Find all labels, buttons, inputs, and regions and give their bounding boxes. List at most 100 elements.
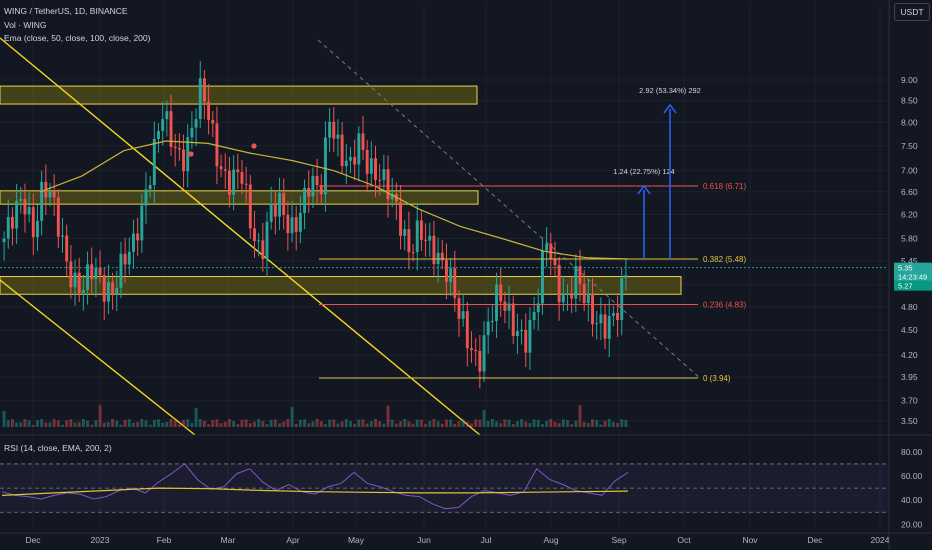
volume-bar <box>382 423 386 427</box>
candle-body <box>520 329 524 332</box>
ema-200-line <box>39 140 629 260</box>
volume-bar <box>620 419 624 427</box>
volume-bars <box>2 405 628 427</box>
candle-body <box>319 185 323 195</box>
ema-legend: Ema (close, 50, close, 100, close, 200) <box>4 33 151 43</box>
candle-body <box>353 157 357 165</box>
candle-body <box>436 252 440 265</box>
volume-bar <box>307 423 311 427</box>
candle-body <box>115 287 119 295</box>
volume-bar <box>298 419 302 427</box>
candle-body <box>36 220 39 238</box>
volume-bar <box>390 419 394 427</box>
volume-bar <box>399 421 403 427</box>
candle-body <box>503 301 507 311</box>
time-tick-label: Oct <box>677 535 691 545</box>
volume-bar <box>499 423 503 427</box>
candle-body <box>365 149 369 174</box>
candle-body <box>607 315 611 339</box>
candle-body <box>298 212 302 232</box>
time-tick-label: 2024 <box>871 535 890 545</box>
volume-bar <box>127 419 131 427</box>
volume-bar <box>570 424 574 427</box>
price-tick-label: 3.50 <box>901 416 918 426</box>
volume-bar <box>624 419 628 427</box>
volume-bar <box>532 419 536 427</box>
candle-body <box>240 172 244 184</box>
candle-body <box>374 158 377 180</box>
candle-body <box>227 170 231 195</box>
candle-body <box>603 314 607 339</box>
candle-body <box>148 184 152 190</box>
volume-bar <box>198 419 202 427</box>
candle-body <box>232 169 236 195</box>
candle-body <box>620 278 624 320</box>
volume-bar <box>240 419 244 427</box>
candle-body <box>524 329 528 353</box>
candle-body <box>336 134 340 139</box>
candle-body <box>490 320 494 322</box>
volume-bar <box>286 419 290 427</box>
signal-dot <box>251 143 257 149</box>
volume-bar <box>227 419 231 427</box>
candle-body <box>478 350 482 372</box>
volume-bar <box>315 419 319 427</box>
volume-bar <box>374 419 377 427</box>
volume-bar <box>219 423 223 427</box>
volume-bar <box>507 419 511 427</box>
candle-body <box>461 311 465 319</box>
volume-bar <box>102 422 106 427</box>
candle-body <box>244 183 248 185</box>
volume-bar <box>40 419 44 427</box>
volume-bar <box>607 419 611 427</box>
volume-bar <box>69 419 73 427</box>
candle-body <box>127 251 131 265</box>
candle-body <box>344 160 348 167</box>
candle-body <box>515 331 519 337</box>
candle-body <box>207 101 211 120</box>
candle-body <box>177 148 181 150</box>
candle-body <box>411 252 415 254</box>
candles <box>2 60 628 389</box>
volume-bar <box>144 420 148 427</box>
candle-body <box>428 235 432 241</box>
candle-body <box>98 267 102 276</box>
volume-bar <box>474 419 478 427</box>
zone-box <box>0 190 479 205</box>
volume-bar <box>365 423 369 427</box>
volume-bar <box>369 421 373 427</box>
volume-bar <box>161 422 165 427</box>
time-tick-label: May <box>348 535 365 545</box>
candle-body <box>173 146 177 149</box>
currency-button[interactable]: USDT <box>894 3 930 21</box>
price-tick-label: 4.80 <box>901 302 918 312</box>
price-tick-label: 6.60 <box>901 187 918 197</box>
volume-bar <box>482 409 486 427</box>
candle-body <box>545 243 549 251</box>
candle-body <box>511 303 515 337</box>
volume-bar <box>591 419 594 427</box>
candle-body <box>81 290 85 294</box>
fib-level-label: 0 (3.94) <box>703 374 731 383</box>
measure-tool: 1.24 (22.75%) 124 2.92 (53.34%) 292 <box>613 86 701 260</box>
volume-bar <box>232 420 236 427</box>
candle-body <box>261 240 265 260</box>
volume-bar <box>190 422 194 427</box>
volume-bar <box>461 419 465 427</box>
volume-bar <box>616 422 620 427</box>
volume-bar <box>553 421 557 427</box>
rsi-ema-line <box>1 487 629 496</box>
candle-body <box>486 321 490 336</box>
price-tick-label: 7.50 <box>901 141 918 151</box>
time-tick-label: Sep <box>611 535 626 545</box>
price-tick-label: 4.20 <box>901 350 918 360</box>
candle-body <box>611 312 615 316</box>
rsi-tick-label: 80.00 <box>901 447 923 457</box>
candle-body <box>415 220 419 253</box>
volume-bar <box>98 405 102 427</box>
volume-bar <box>323 423 327 427</box>
price-tick-label: 3.95 <box>901 372 918 382</box>
candle-body <box>315 176 319 186</box>
rsi-tick-label: 20.00 <box>901 519 923 529</box>
